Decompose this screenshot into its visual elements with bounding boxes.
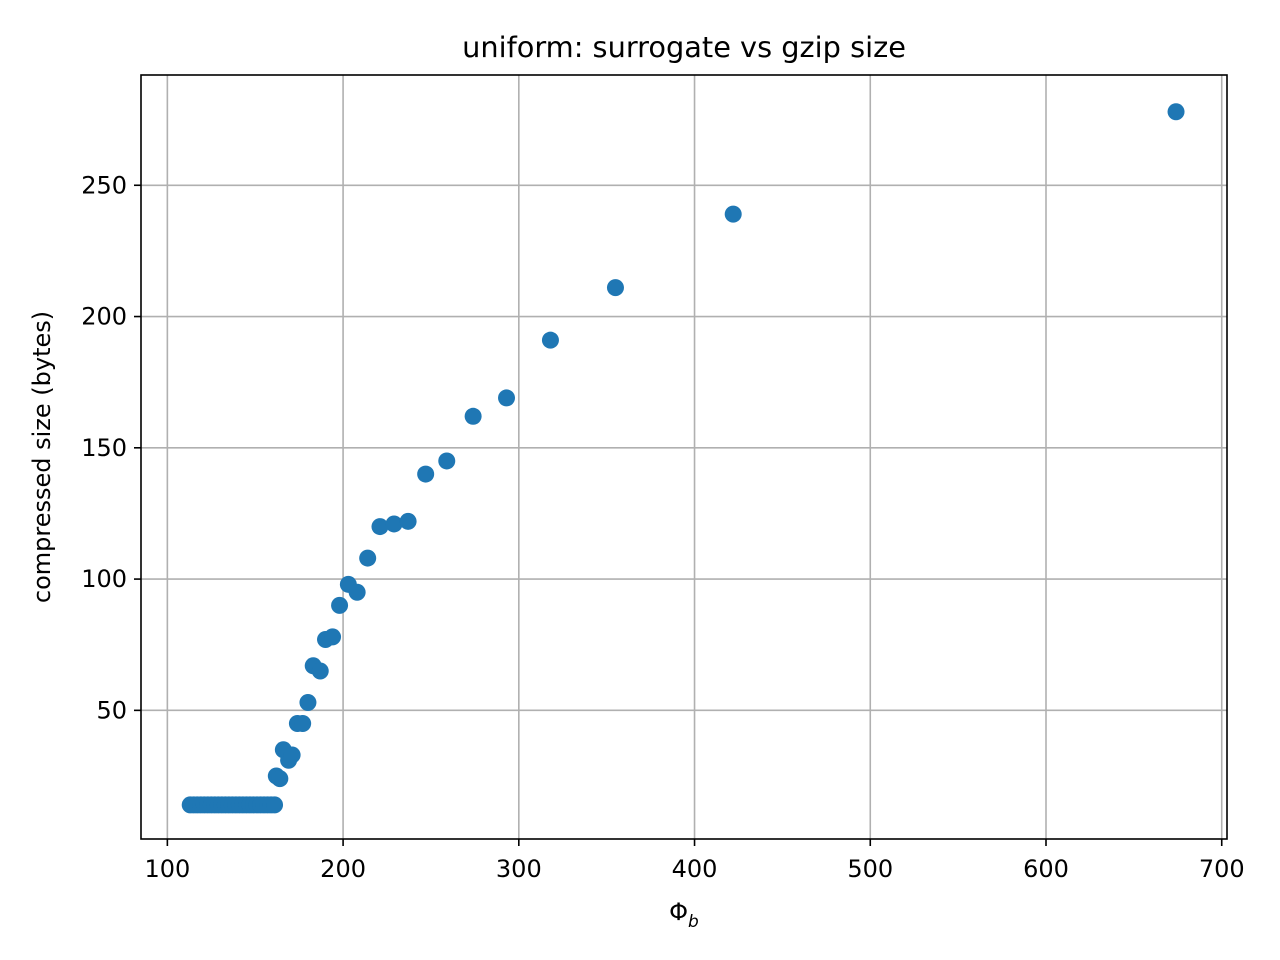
plot-frame [140, 74, 1228, 840]
data-point [294, 714, 312, 732]
x-tick-label: 100 [144, 855, 190, 883]
data-point [324, 628, 342, 646]
data-point [724, 205, 742, 223]
y-tick-label: 50 [96, 696, 127, 724]
data-point [464, 407, 482, 425]
data-point [385, 515, 403, 533]
data-point [299, 693, 317, 711]
data-point [311, 662, 329, 680]
data-point [606, 279, 624, 297]
x-axis-label-main: Φ [669, 898, 688, 926]
x-tick-label: 200 [320, 855, 366, 883]
y-axis-label: compressed size (bytes) [28, 311, 56, 603]
data-point [399, 512, 417, 530]
y-tick-label: 100 [81, 565, 127, 593]
y-tick-label: 150 [81, 434, 127, 462]
data-point [1167, 103, 1185, 121]
x-tick-label: 600 [1023, 855, 1069, 883]
y-tick-label: 200 [81, 303, 127, 331]
data-point [417, 465, 435, 483]
data-point [498, 389, 516, 407]
data-point [266, 796, 284, 814]
x-axis-label-subscript: b [688, 912, 699, 932]
data-point [283, 746, 301, 764]
data-point [438, 452, 456, 470]
x-tick-label: 300 [496, 855, 542, 883]
x-tick-label: 400 [672, 855, 718, 883]
x-axis-label: Φb [669, 898, 699, 932]
data-point [271, 770, 289, 788]
data-point [541, 331, 559, 349]
data-point [348, 583, 366, 601]
data-point [371, 518, 389, 536]
data-point [359, 549, 377, 567]
data-points [181, 103, 1185, 814]
x-tick-label: 700 [1199, 855, 1245, 883]
x-tick-label: 500 [847, 855, 893, 883]
data-point [331, 596, 349, 614]
chart-title: uniform: surrogate vs gzip size [462, 30, 906, 64]
y-tick-label: 250 [81, 171, 127, 199]
grid [141, 75, 1227, 839]
axis-ticks: 100 200 300 400 500 600 700 50 100 150 200 250 [81, 171, 1244, 883]
